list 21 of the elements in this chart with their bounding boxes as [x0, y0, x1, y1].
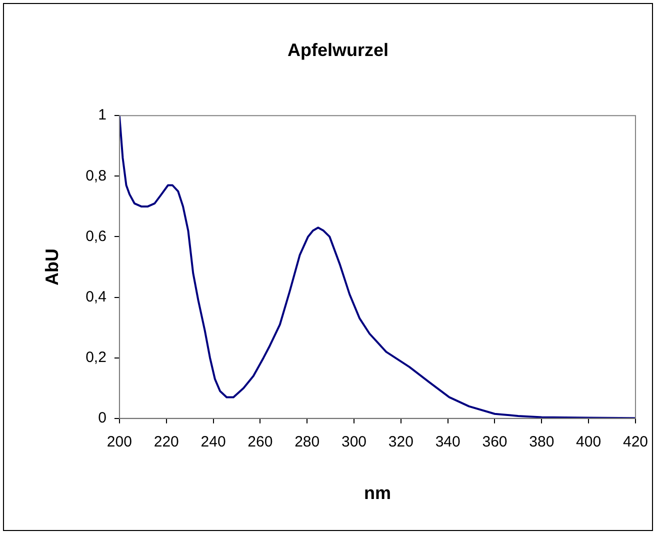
- x-tick-label: 220: [154, 434, 179, 451]
- x-tick-label: 320: [388, 434, 414, 451]
- x-tick-label: 260: [248, 434, 273, 451]
- y-tick-label: 0,4: [86, 288, 106, 306]
- x-tick-label: 240: [200, 434, 226, 451]
- y-tick-label: 1: [98, 106, 106, 124]
- y-tick-label: 0: [98, 410, 106, 427]
- y-tick-label: 0,6: [86, 228, 106, 245]
- x-tick-label: 300: [342, 434, 367, 451]
- x-tick-label: 420: [622, 434, 648, 451]
- x-tick-label: 380: [529, 434, 554, 451]
- x-tick-label: 280: [294, 434, 320, 451]
- x-tick-label: 340: [435, 434, 460, 451]
- y-tick-label: 0,8: [86, 167, 106, 184]
- y-tick-label: 0,2: [86, 348, 106, 366]
- x-tick-label: 200: [106, 434, 132, 451]
- x-tick-label: 400: [576, 434, 602, 451]
- x-axis-title: nm: [364, 483, 391, 504]
- chart-title: Apfelwurzel: [287, 40, 389, 60]
- y-axis-title: AbU: [42, 248, 62, 286]
- x-tick-label: 360: [482, 434, 508, 451]
